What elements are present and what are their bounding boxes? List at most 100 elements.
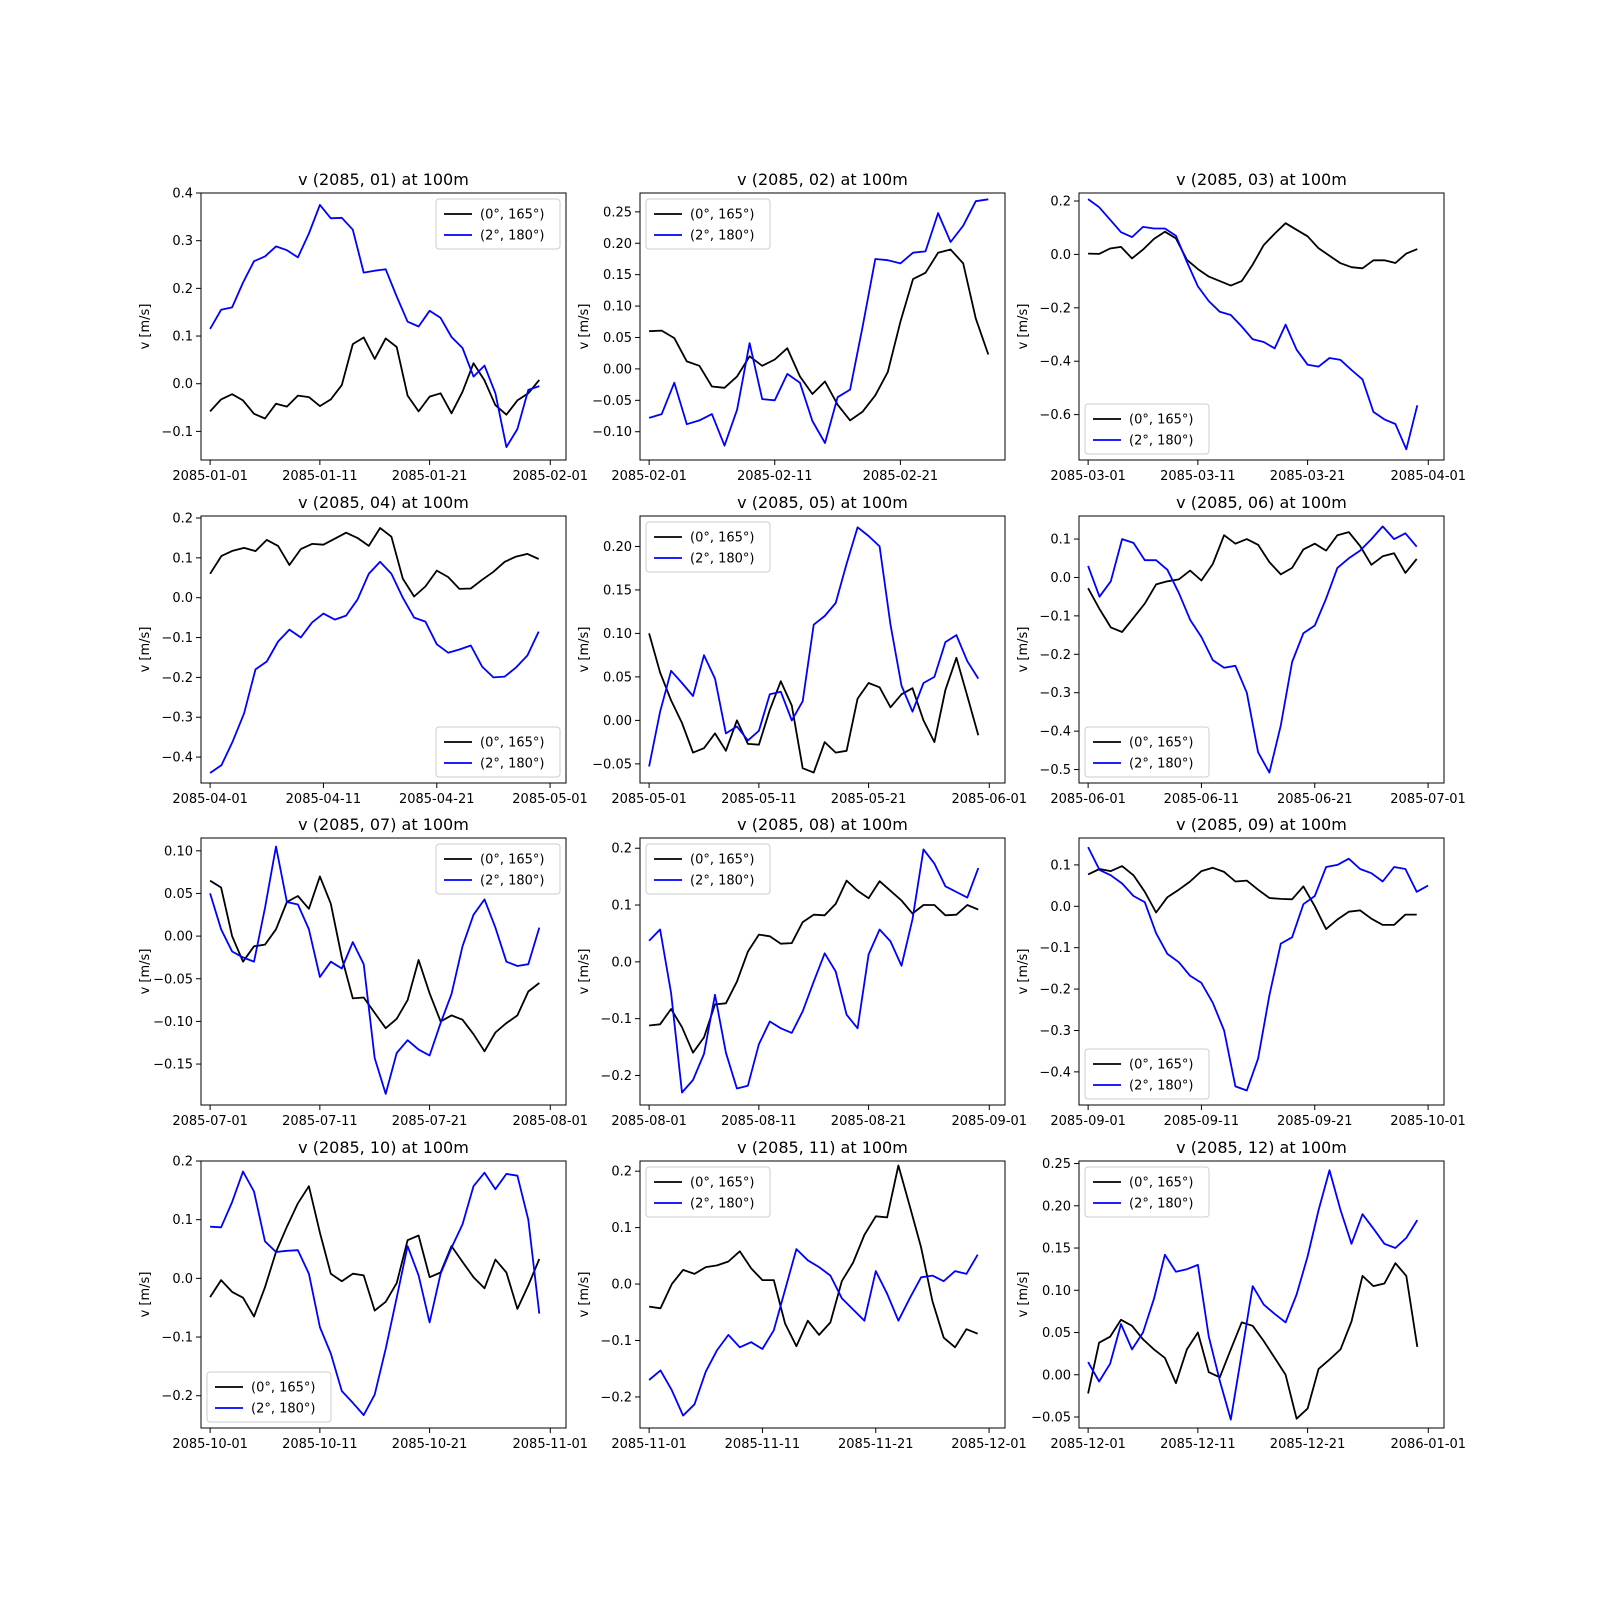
- series-line-0-165: [649, 879, 979, 1054]
- y-tick-label: −0.4: [1039, 355, 1071, 370]
- y-tick-label: −0.3: [1039, 1024, 1071, 1039]
- legend-label: (0°, 165°): [480, 736, 545, 751]
- x-tick-label: 2085-04-21: [399, 792, 475, 807]
- y-axis-label: v [m/s]: [1016, 1272, 1031, 1318]
- x-tick-label: 2085-02-01: [513, 469, 589, 484]
- series-line-0-165: [1087, 865, 1417, 930]
- subplot-1: v (2085, 01) at 100m v [m/s] −0.1 0.0 0.1 0.2…: [138, 170, 588, 484]
- subplot-title: v (2085, 09) at 100m: [1176, 815, 1347, 834]
- legend-box: [206, 1371, 332, 1423]
- y-tick-label: 0.05: [603, 670, 632, 685]
- y-tick-label: −0.6: [1039, 408, 1071, 423]
- x-tick-label: 2085-12-01: [951, 1437, 1027, 1452]
- y-tick-label: 0.2: [172, 511, 193, 526]
- subplot-title: v (2085, 12) at 100m: [1176, 1138, 1347, 1157]
- y-tick-label: −0.4: [1039, 725, 1071, 740]
- axes-frame: [200, 192, 567, 461]
- y-tick-label: −0.10: [592, 425, 632, 440]
- legend-label: (2°, 180°): [480, 229, 545, 244]
- legend-label: (0°, 165°): [480, 208, 545, 223]
- subplot-9: v (2085, 09) at 100m v [m/s] −0.4 −0.3 −0.2 −…: [1016, 815, 1466, 1129]
- series-line-0-165: [209, 1185, 541, 1318]
- legend-label: (2°, 180°): [480, 874, 545, 889]
- subplot-title: v (2085, 07) at 100m: [298, 815, 469, 834]
- series-line-2-180: [1087, 525, 1418, 774]
- y-axis-label: v [m/s]: [138, 627, 153, 673]
- x-tick-label: 2085-08-01: [513, 1114, 589, 1129]
- y-tick-label: −0.15: [153, 1058, 193, 1073]
- y-tick-label: 0.15: [603, 268, 632, 283]
- y-tick-label: 0.1: [172, 330, 193, 345]
- legend-label: (2°, 180°): [1129, 434, 1194, 449]
- y-axis-label: v [m/s]: [1016, 627, 1031, 673]
- y-tick-label: −0.2: [600, 1069, 632, 1084]
- x-tick-label: 2085-07-01: [172, 1114, 248, 1129]
- y-tick-label: 0.0: [1050, 571, 1071, 586]
- y-tick-label: 0.10: [603, 627, 632, 642]
- y-tick-label: 0.0: [1050, 248, 1071, 263]
- subplot-title: v (2085, 01) at 100m: [298, 170, 469, 189]
- legend: (0°, 165°) (2°, 180°): [1084, 1166, 1210, 1218]
- legend-label: (0°, 165°): [251, 1381, 316, 1396]
- y-tick-label: −0.1: [1039, 941, 1071, 956]
- y-tick-label: 0.10: [603, 300, 632, 315]
- x-tick-label: 2085-08-01: [611, 1114, 687, 1129]
- x-tick-label: 2085-06-21: [1277, 792, 1353, 807]
- subplot-title: v (2085, 11) at 100m: [737, 1138, 908, 1157]
- y-tick-label: 0.25: [603, 205, 632, 220]
- subplot-4: v (2085, 04) at 100m v [m/s] −0.4 −0.3 −0.2 −…: [138, 493, 588, 807]
- y-tick-label: 0.20: [1042, 1199, 1071, 1214]
- y-tick-label: 0.2: [1050, 195, 1071, 210]
- y-tick-label: −0.2: [1039, 648, 1071, 663]
- legend-label: (0°, 165°): [1129, 1176, 1194, 1191]
- x-tick-label: 2085-03-01: [1050, 469, 1126, 484]
- x-tick-label: 2085-06-11: [1164, 792, 1240, 807]
- subplot-title: v (2085, 06) at 100m: [1176, 493, 1347, 512]
- legend: (0°, 165°) (2°, 180°): [206, 1371, 332, 1423]
- y-tick-label: −0.05: [592, 394, 632, 409]
- legend: (0°, 165°) (2°, 180°): [645, 198, 771, 250]
- series-line-2-180: [1087, 1169, 1419, 1421]
- series-line-0-165: [1087, 531, 1418, 633]
- y-tick-label: −0.05: [592, 757, 632, 772]
- y-tick-label: 0.4: [172, 187, 193, 202]
- y-tick-label: 0.05: [164, 887, 193, 902]
- legend-box: [645, 521, 771, 573]
- series-line-0-165: [649, 248, 990, 422]
- legend: (0°, 165°) (2°, 180°): [435, 726, 561, 778]
- legend: (0°, 165°) (2°, 180°): [435, 198, 561, 250]
- legend: (0°, 165°) (2°, 180°): [1084, 726, 1210, 778]
- legend-label: (2°, 180°): [690, 1197, 755, 1212]
- y-tick-label: −0.1: [161, 425, 193, 440]
- y-tick-label: 0.1: [611, 1221, 632, 1236]
- y-tick-label: 0.0: [172, 591, 193, 606]
- legend-label: (2°, 180°): [690, 552, 755, 567]
- x-tick-label: 2085-08-21: [831, 1114, 907, 1129]
- legend-label: (2°, 180°): [1129, 1079, 1194, 1094]
- x-tick-label: 2085-11-11: [725, 1437, 801, 1452]
- x-tick-label: 2085-12-21: [1270, 1437, 1346, 1452]
- legend-box: [435, 726, 561, 778]
- series-line-2-180: [210, 1170, 541, 1416]
- subplot-2: v (2085, 02) at 100m v [m/s] −0.10 −0.05 0.0…: [577, 170, 1006, 484]
- subplot-title: v (2085, 05) at 100m: [737, 493, 908, 512]
- y-tick-label: 0.10: [164, 844, 193, 859]
- y-tick-label: 0.3: [172, 234, 193, 249]
- y-tick-label: −0.2: [1039, 983, 1071, 998]
- axes-frame: [200, 837, 567, 1106]
- legend-box: [645, 1166, 771, 1218]
- x-tick-label: 2085-05-11: [721, 792, 797, 807]
- y-tick-label: −0.3: [161, 711, 193, 726]
- y-tick-label: 0.0: [172, 377, 193, 392]
- x-tick-label: 2085-06-01: [1050, 792, 1126, 807]
- series-line-0-165: [648, 1164, 979, 1349]
- legend-box: [1084, 726, 1210, 778]
- axes-frame: [1078, 192, 1445, 461]
- legend-label: (0°, 165°): [690, 1176, 755, 1191]
- y-tick-label: 0.15: [603, 583, 632, 598]
- x-tick-label: 2085-07-11: [282, 1114, 358, 1129]
- y-tick-label: −0.05: [1031, 1411, 1071, 1426]
- y-axis-label: v [m/s]: [577, 949, 592, 995]
- subplot-8: v (2085, 08) at 100m v [m/s] −0.2 −0.1 0.0 0.…: [577, 815, 1027, 1129]
- y-tick-label: 0.20: [603, 237, 632, 252]
